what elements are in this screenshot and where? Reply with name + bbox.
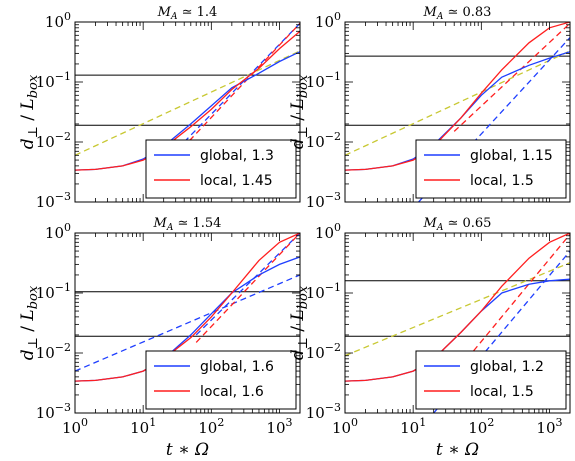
legend-box	[415, 350, 567, 410]
fit-line-dashed	[195, 233, 300, 336]
legend-entry-label: local, 1.5	[470, 384, 534, 400]
legend-entry-label: global, 1.15	[470, 148, 553, 164]
x-tick-label: 101	[130, 416, 156, 437]
x-tick-label: 101	[400, 416, 426, 437]
panel-bottom-right: 10−3 10−2 10−1 100 100 101 102 103 MA ≃ 0.65 d⊥ /…	[288, 216, 571, 460]
y-tick-label: 100	[45, 221, 71, 242]
panel-title: MA ≃ 1.4	[157, 5, 218, 22]
y-tick-label: 10−3	[36, 190, 71, 211]
legend-box	[145, 139, 297, 199]
panel-bottom-left: 10−3 10−2 10−1 100 100 101 102 103 MA ≃ 1.54 d⊥ /…	[18, 216, 301, 460]
y-tick-label: 10−2	[36, 341, 71, 362]
panel-top-right: 10−3 10−2 10−1 100 MA ≃ 0.83 d⊥ / Lbox global,…	[288, 5, 571, 211]
legend: global, 1.6 local, 1.6	[145, 350, 297, 410]
y-tick-label: 10−1	[306, 281, 341, 302]
y-axis-label: d⊥ / Lbox	[18, 74, 41, 149]
legend: global, 1.3 local, 1.45	[145, 139, 297, 199]
panel-title: MA ≃ 0.83	[423, 5, 492, 22]
series-line	[75, 30, 300, 171]
legend-box	[415, 139, 567, 199]
fit-line-dashed	[75, 274, 300, 372]
legend-entry-label: local, 1.45	[200, 173, 273, 189]
ticks	[344, 232, 571, 414]
fit-line-dashed	[453, 22, 570, 132]
legend-entry-label: global, 1.6	[200, 359, 274, 375]
y-tick-label: 10−1	[36, 70, 71, 91]
y-tick-label: 10−2	[36, 130, 71, 151]
panel-title: MA ≃ 1.54	[153, 216, 222, 233]
ticks	[74, 232, 301, 414]
y-tick-label: 10−3	[36, 401, 71, 422]
panel-title: MA ≃ 0.65	[423, 216, 492, 233]
series-line	[345, 22, 570, 171]
plot-area	[345, 22, 570, 202]
panel-top-left: 10−3 10−2 10−1 100 MA ≃ 1.4 d⊥ / Lbox global, …	[18, 5, 301, 211]
x-axis-label: t ∗ Ω	[436, 440, 479, 460]
legend-entry-label: global, 1.2	[470, 359, 544, 375]
axes-frame	[74, 232, 301, 414]
x-tick-label: 103	[266, 416, 292, 437]
series-line	[75, 233, 300, 382]
y-tick-label: 10−1	[306, 70, 341, 91]
legend-entry-label: global, 1.3	[200, 148, 274, 164]
y-axis-label: d⊥ / Lbox	[288, 74, 311, 149]
legend: global, 1.15 local, 1.5	[415, 139, 567, 199]
y-tick-label: 100	[315, 10, 341, 31]
plot-area	[75, 233, 300, 382]
y-tick-label: 100	[315, 221, 341, 242]
x-tick-label: 100	[62, 416, 88, 437]
legend-box	[145, 350, 297, 410]
legend-entry-label: local, 1.5	[470, 173, 534, 189]
y-tick-label: 100	[45, 10, 71, 31]
fit-line-dashed	[345, 262, 570, 357]
axes-frame	[344, 232, 571, 414]
y-tick-label: 10−3	[306, 401, 341, 422]
fit-line-dashed	[175, 22, 300, 156]
plot-area	[75, 22, 300, 171]
legend-entry-label: local, 1.6	[200, 384, 264, 400]
ticks	[74, 21, 301, 203]
axes-frame	[74, 21, 301, 203]
y-tick-label: 10−2	[306, 341, 341, 362]
y-tick-label: 10−1	[36, 281, 71, 302]
fit-line-dashed	[195, 233, 300, 343]
fit-line-dashed	[75, 50, 300, 156]
axes-frame	[344, 21, 571, 203]
x-tick-label: 100	[332, 416, 358, 437]
legend: global, 1.2 local, 1.5	[415, 350, 567, 410]
x-axis-label: t ∗ Ω	[166, 440, 209, 460]
x-tick-label: 102	[198, 416, 224, 437]
y-axis-label: d⊥ / Lbox	[288, 285, 311, 360]
y-tick-label: 10−2	[306, 130, 341, 151]
fit-line-dashed	[418, 37, 570, 202]
x-tick-label: 102	[468, 416, 494, 437]
fit-line-dashed	[345, 50, 570, 156]
y-tick-label: 10−3	[306, 190, 341, 211]
series-line	[345, 233, 570, 382]
fit-line-dashed	[460, 233, 570, 367]
x-tick-label: 103	[536, 416, 562, 437]
y-axis-label: d⊥ / Lbox	[18, 285, 41, 360]
